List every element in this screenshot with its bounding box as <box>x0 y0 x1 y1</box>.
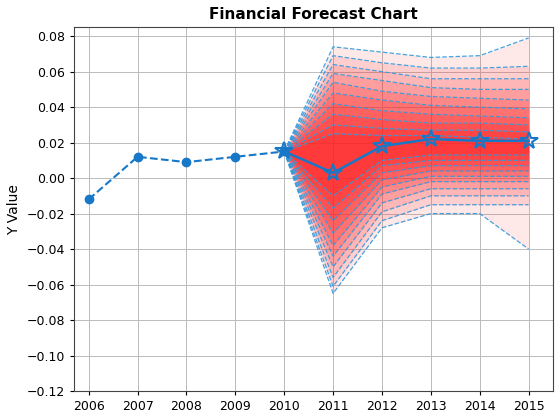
Y-axis label: Y Value: Y Value <box>7 184 21 235</box>
Title: Financial Forecast Chart: Financial Forecast Chart <box>209 7 418 22</box>
